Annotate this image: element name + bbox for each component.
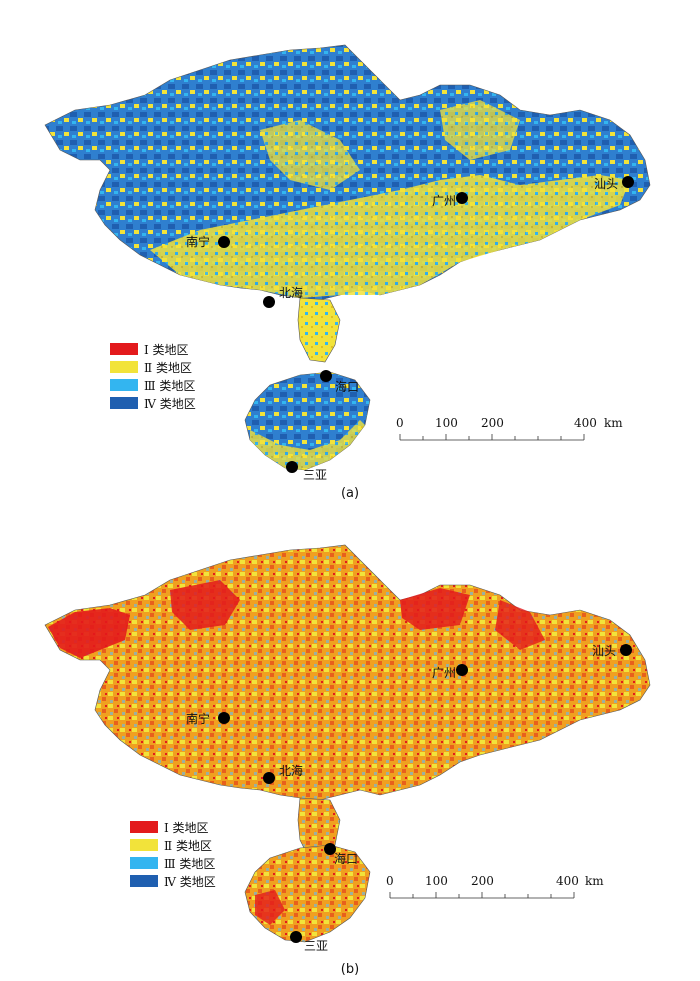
scale-unit: km [585,874,604,888]
legend-label: Ⅱ 类地区 [144,360,192,375]
city-dot-nanning-b [218,712,230,724]
city-label-guangzhou: 广州 [432,194,457,208]
legend-label: Ⅰ 类地区 [144,342,189,357]
city-label-shantou: 汕头 [592,644,617,658]
hainan-class1-b [255,890,285,925]
map-a-svg [44,44,651,473]
city-label-shantou: 汕头 [594,177,619,191]
city-label-sanya: 三亚 [303,468,328,482]
city-label-nanning: 南宁 [186,712,211,726]
scale-tick-0: 0 [386,874,394,888]
class2-patch-a [260,120,360,190]
city-dot-haikou-b [324,843,336,855]
scale-unit: km [604,416,623,430]
legend-label: Ⅲ 类地区 [144,378,196,393]
scale-tick-100: 100 [425,874,448,888]
scale-tick-400: 400 [574,416,597,430]
legend-b: Ⅰ 类地区 Ⅱ 类地区 Ⅲ 类地区 Ⅳ 类地区 [130,818,216,890]
class2-belt-a [150,175,630,298]
scale-bar-b [389,892,575,899]
city-dot-sanya-b [290,931,302,943]
panel-caption-a: (a) [340,486,360,501]
hainan-class2-a [250,420,365,470]
scale-tick-200: 200 [481,416,504,430]
scale-tick-200: 200 [471,874,494,888]
mainland-region-b [44,544,651,801]
map-b-svg [44,544,651,943]
class2-patch-a2 [440,100,520,160]
legend-item-class3: Ⅲ 类地区 [110,376,196,394]
legend-item-class2: Ⅱ 类地区 [110,358,196,376]
legend-item-class4: Ⅳ 类地区 [130,872,216,890]
legend-a: Ⅰ 类地区 Ⅱ 类地区 Ⅲ 类地区 Ⅳ 类地区 [110,340,196,412]
city-dot-haikou-a [320,370,332,382]
city-label-nanning: 南宁 [186,235,211,249]
city-label-haikou: 海口 [335,380,360,394]
legend-label: Ⅰ 类地区 [164,820,209,835]
city-dot-nanning-a [218,236,230,248]
city-label-sanya: 三亚 [304,939,329,953]
city-dot-shantou-a [622,176,634,188]
legend-item-class2: Ⅱ 类地区 [130,836,216,854]
legend-item-class1: Ⅰ 类地区 [130,818,216,836]
city-label-beihai: 北海 [279,764,304,778]
scale-bar-a [399,434,585,441]
legend-item-class1: Ⅰ 类地区 [110,340,196,358]
legend-label: Ⅳ 类地区 [144,396,196,411]
legend-item-class4: Ⅳ 类地区 [110,394,196,412]
scale-tick-400: 400 [556,874,579,888]
map-panel-b: 南宁 北海 广州 汕头 海口 三亚 Ⅰ 类地区 Ⅱ 类地区 Ⅲ 类地区 Ⅳ 类地… [0,500,700,981]
city-dot-beihai-a [263,296,275,308]
legend-label: Ⅲ 类地区 [164,856,216,871]
city-label-beihai: 北海 [279,286,304,300]
panel-caption-b: (b) [340,962,360,977]
city-dot-guangzhou-a [456,192,468,204]
class1-patch-east2-b [495,600,545,650]
city-label-guangzhou: 广州 [432,666,457,680]
scale-tick-0: 0 [396,416,404,430]
city-dot-guangzhou-b [456,664,468,676]
scale-tick-100: 100 [435,416,458,430]
city-dot-sanya-a [286,461,298,473]
city-dot-shantou-b [620,644,632,656]
legend-label: Ⅳ 类地区 [164,874,216,889]
class1-patch-east-b [400,588,470,630]
legend-item-class3: Ⅲ 类地区 [130,854,216,872]
map-panel-a: 南宁 北海 广州 汕头 海口 三亚 Ⅰ 类地区 Ⅱ 类地区 Ⅲ 类地区 Ⅳ 类地… [44,44,651,501]
peninsula-a [297,297,341,363]
legend-label: Ⅱ 类地区 [164,838,212,853]
city-label-haikou: 海口 [334,852,359,866]
class1-patch-west-b [48,608,130,658]
city-dot-beihai-b [263,772,275,784]
class1-patch-north-b [170,580,240,630]
